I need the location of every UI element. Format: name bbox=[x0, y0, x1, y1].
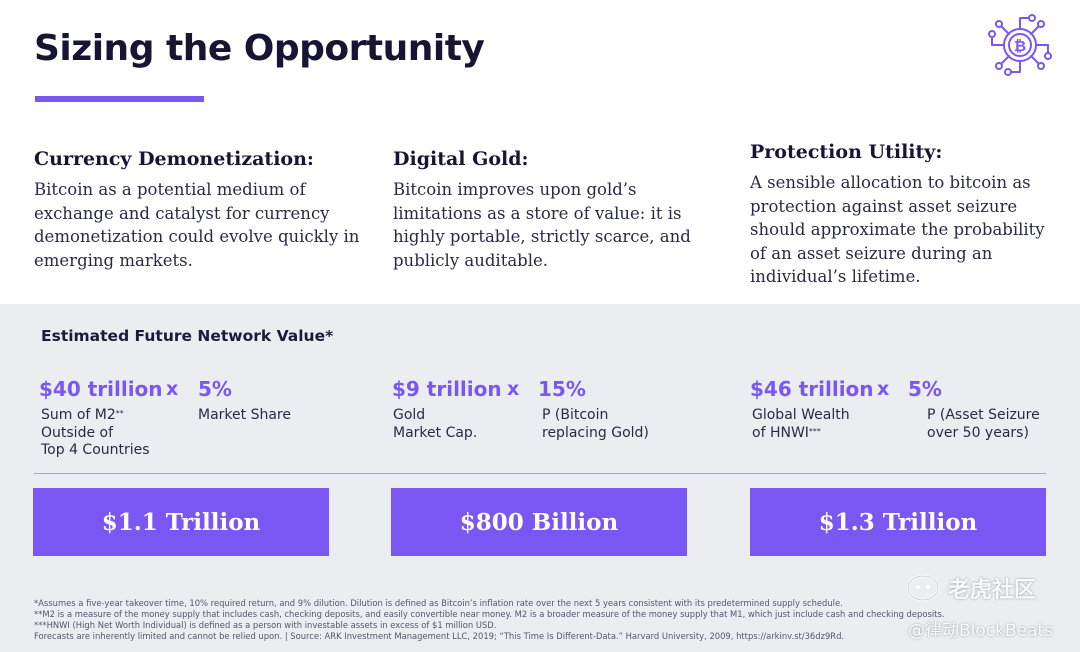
share-label: Market Share bbox=[198, 407, 291, 423]
base-label: Gold Market Cap. bbox=[393, 407, 478, 441]
share-value: 5% bbox=[908, 377, 942, 401]
footnote-line: ***HNWI (High Net Worth Individual) is d… bbox=[34, 620, 497, 630]
column-heading: Digital Gold: bbox=[393, 148, 529, 170]
footnotes: *Assumes a five-year takeover time, 10% … bbox=[34, 598, 1064, 642]
footnote-mark: *** bbox=[808, 426, 821, 436]
base-value: $9 trillion bbox=[392, 377, 502, 401]
column-digital-gold: Digital Gold: Bitcoin improves upon gold… bbox=[393, 148, 713, 272]
column-heading: Protection Utility: bbox=[750, 141, 943, 163]
column-protection-utility: Protection Utility: A sensible allocatio… bbox=[750, 141, 1060, 289]
footnote-line: *Assumes a five-year takeover time, 10% … bbox=[34, 598, 843, 608]
tiger-community-icon bbox=[906, 574, 940, 602]
column-body: Bitcoin improves upon gold’s limitations… bbox=[393, 180, 691, 270]
column-body: A sensible allocation to bitcoin as prot… bbox=[750, 173, 1045, 286]
column-body: Bitcoin as a potential medium of exchang… bbox=[34, 180, 360, 270]
footnote-mark: ** bbox=[115, 409, 124, 418]
base-label-text: Sum of M2 bbox=[41, 407, 116, 423]
share-value: 15% bbox=[538, 377, 586, 401]
result-box: $1.3 Trillion bbox=[750, 488, 1046, 556]
divider bbox=[34, 473, 1046, 474]
result-box: $800 Billion bbox=[391, 488, 687, 556]
column-currency-demonetization: Currency Demonetization: Bitcoin as a po… bbox=[34, 148, 364, 272]
multiply-sign: x bbox=[166, 378, 179, 400]
watermark-line: 老虎社区 bbox=[948, 578, 1037, 603]
bitcoin-circuit-icon: ₿ bbox=[988, 14, 1052, 76]
base-label: Global Wealth of HNWI*** bbox=[752, 407, 850, 442]
footnote-line: Forecasts are inherently limited and can… bbox=[34, 631, 845, 641]
column-heading: Currency Demonetization: bbox=[34, 148, 314, 170]
watermark-line: @律动BlockBeats bbox=[908, 621, 1054, 641]
estimate-panel bbox=[0, 304, 1080, 652]
estimate-title: Estimated Future Network Value* bbox=[41, 327, 334, 345]
base-label-text: Global Wealth of HNWI bbox=[752, 407, 850, 441]
page-title: Sizing the Opportunity bbox=[34, 28, 485, 69]
base-label-rest: Outside of Top 4 Countries bbox=[41, 424, 150, 459]
share-label: P (Bitcoin replacing Gold) bbox=[542, 407, 649, 441]
result-box: $1.1 Trillion bbox=[33, 488, 329, 556]
base-label: Sum of M2** Outside of Top 4 Countries bbox=[41, 407, 150, 460]
multiply-sign: x bbox=[507, 378, 520, 400]
footnote-line: **M2 is a measure of the money supply th… bbox=[34, 609, 945, 619]
multiply-sign: x bbox=[877, 378, 890, 400]
share-label: P (Asset Seizure over 50 years) bbox=[927, 407, 1040, 441]
svg-text:₿: ₿ bbox=[1014, 37, 1026, 55]
share-value: 5% bbox=[198, 377, 232, 401]
title-underline bbox=[35, 96, 204, 102]
base-value: $40 trillion bbox=[39, 377, 163, 401]
base-value: $46 trillion bbox=[750, 377, 874, 401]
